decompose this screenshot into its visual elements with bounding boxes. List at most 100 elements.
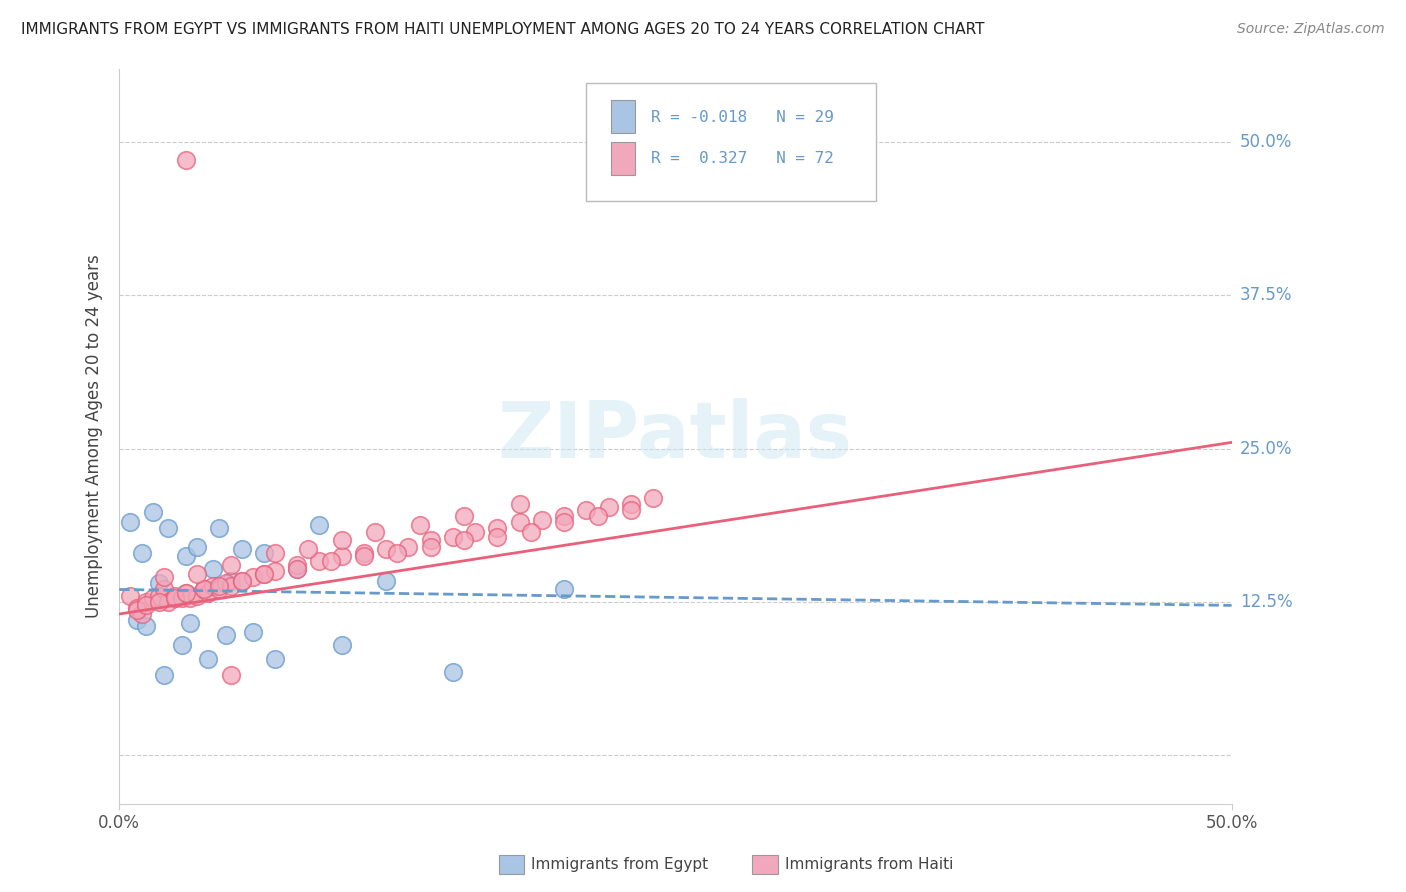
Point (297, 541, 319, 556)
Point (120, 589, 142, 603)
Point (231, 541, 253, 556)
Point (148, 589, 170, 603)
Point (520, 524, 543, 539)
Point (441, 665, 464, 679)
Point (135, 619, 157, 633)
Point (242, 570, 264, 584)
Point (353, 549, 375, 564)
Point (148, 576, 170, 591)
Point (419, 540, 441, 554)
Point (120, 515, 142, 529)
Point (163, 591, 186, 605)
Point (553, 582, 575, 597)
Point (319, 554, 342, 568)
Point (201, 561, 224, 575)
Point (330, 549, 353, 564)
Point (231, 574, 253, 588)
Point (131, 607, 153, 621)
Point (215, 576, 238, 591)
Point (186, 566, 208, 581)
Point (163, 591, 186, 605)
Point (174, 549, 197, 564)
Point (598, 500, 620, 515)
Point (330, 638, 353, 652)
Point (553, 508, 575, 523)
Point (208, 582, 231, 597)
Point (375, 541, 398, 556)
Point (408, 517, 430, 532)
Point (142, 505, 165, 519)
Point (179, 615, 201, 630)
Point (586, 508, 609, 523)
Point (208, 579, 231, 593)
Point (157, 595, 180, 609)
Text: IMMIGRANTS FROM EGYPT VS IMMIGRANTS FROM HAITI UNEMPLOYMENT AMONG AGES 20 TO 24 : IMMIGRANTS FROM EGYPT VS IMMIGRANTS FROM… (21, 22, 984, 37)
Point (620, 503, 643, 517)
Point (125, 613, 148, 627)
Point (353, 546, 375, 560)
Point (197, 586, 219, 600)
FancyBboxPatch shape (586, 83, 876, 201)
Point (219, 668, 242, 682)
Point (170, 638, 193, 652)
Point (179, 591, 201, 605)
Text: R =  0.327   N = 72: R = 0.327 N = 72 (651, 152, 834, 167)
Text: Immigrants from Egypt: Immigrants from Egypt (531, 857, 709, 871)
Point (142, 591, 165, 605)
Point (398, 540, 420, 554)
Point (253, 546, 276, 560)
Point (193, 582, 215, 597)
Point (125, 603, 148, 617)
Point (219, 574, 242, 588)
Point (231, 574, 253, 588)
Point (530, 513, 553, 527)
Point (170, 591, 193, 605)
Point (197, 652, 219, 666)
Point (620, 497, 643, 511)
Point (486, 521, 509, 535)
Point (135, 599, 157, 613)
Point (285, 561, 308, 575)
Point (285, 561, 308, 575)
Point (253, 566, 276, 581)
Point (509, 515, 531, 529)
Text: ZIPatlas: ZIPatlas (498, 398, 853, 475)
Point (453, 533, 475, 548)
Point (264, 652, 287, 666)
Point (575, 503, 598, 517)
Point (441, 530, 464, 544)
Point (157, 521, 180, 535)
Point (152, 570, 174, 584)
Bar (612, 100, 636, 133)
Point (330, 533, 353, 548)
Point (553, 515, 575, 529)
Point (201, 579, 224, 593)
Point (148, 595, 170, 609)
Point (387, 546, 409, 560)
Point (152, 668, 174, 682)
Point (253, 566, 276, 581)
Text: 37.5%: 37.5% (1240, 286, 1292, 304)
Point (219, 579, 242, 593)
Point (464, 524, 486, 539)
Point (308, 554, 330, 568)
Text: Source: ZipAtlas.com: Source: ZipAtlas.com (1237, 22, 1385, 37)
Point (242, 625, 264, 640)
Text: Immigrants from Haiti: Immigrants from Haiti (785, 857, 953, 871)
Point (193, 582, 215, 597)
Point (174, 153, 197, 168)
Point (264, 546, 287, 560)
Point (285, 558, 308, 572)
Point (135, 595, 157, 609)
Bar (612, 142, 636, 175)
Point (193, 582, 215, 597)
Text: R = -0.018   N = 29: R = -0.018 N = 29 (651, 110, 834, 125)
Point (131, 546, 153, 560)
Point (643, 491, 665, 505)
Point (486, 530, 509, 544)
Point (264, 564, 287, 578)
Point (453, 508, 475, 523)
Text: 12.5%: 12.5% (1240, 592, 1292, 611)
Point (186, 589, 208, 603)
Point (419, 533, 441, 548)
